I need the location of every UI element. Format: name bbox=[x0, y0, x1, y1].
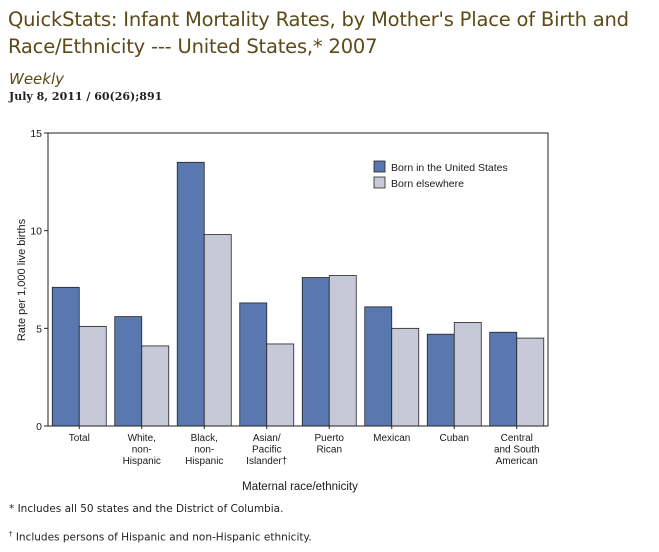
bar-born-us bbox=[176, 161, 205, 427]
bar-born-us bbox=[114, 316, 143, 427]
bar-born-us bbox=[489, 331, 518, 427]
legend-label-born-us: Born in the United States bbox=[391, 162, 508, 174]
footnote-ethnicity-text: Includes persons of Hispanic and non-His… bbox=[12, 531, 312, 544]
bar-born-elsewhere bbox=[516, 337, 545, 427]
bar-born-elsewhere bbox=[203, 234, 232, 427]
legend: Born in the United States Born elsewhere bbox=[373, 160, 508, 190]
legend-swatch-born-elsewhere bbox=[373, 176, 386, 189]
publication-name: Weekly bbox=[9, 70, 65, 88]
citation: July 8, 2011 / 60(26);891 bbox=[9, 90, 163, 103]
bar-born-elsewhere bbox=[391, 327, 420, 427]
y-tick-label: 10 bbox=[30, 226, 42, 238]
x-tick-label: Puerto Rican bbox=[315, 433, 345, 456]
bar-born-elsewhere bbox=[78, 325, 107, 427]
x-axis-label: Maternal race/ethnicity bbox=[242, 481, 358, 493]
x-tick-label: Cuban bbox=[440, 433, 469, 444]
bar-born-us bbox=[239, 302, 268, 427]
y-tick-label: 5 bbox=[36, 323, 42, 335]
bar-born-us bbox=[364, 306, 393, 427]
chart-axes bbox=[44, 132, 549, 429]
bar-born-us bbox=[301, 277, 330, 427]
footnote-ethnicity: † Includes persons of Hispanic and non-H… bbox=[9, 530, 312, 544]
legend-label-born-elsewhere: Born elsewhere bbox=[391, 178, 464, 190]
bar-born-us bbox=[426, 333, 455, 427]
dagger-mark: † bbox=[9, 530, 13, 538]
y-tick-label: 15 bbox=[30, 128, 42, 140]
y-tick-labels: 0 5 10 15 bbox=[30, 128, 42, 433]
bar-born-elsewhere bbox=[453, 322, 482, 427]
bar-born-elsewhere bbox=[266, 343, 295, 427]
page-title: QuickStats: Infant Mortality Rates, by M… bbox=[8, 8, 629, 58]
bar-born-elsewhere bbox=[328, 275, 357, 427]
bar-born-us bbox=[51, 286, 80, 427]
bar-born-elsewhere bbox=[141, 345, 170, 427]
chart-bars bbox=[51, 161, 545, 427]
x-tick-labels: Total White, non-Hispanic Black, non-Hispani… bbox=[69, 433, 540, 467]
x-tick-label: Central and South American bbox=[494, 433, 540, 467]
plot-frame bbox=[47, 132, 549, 427]
y-axis-label: Rate per 1,000 live births bbox=[16, 218, 28, 341]
x-tick-label: White, non-Hispanic bbox=[123, 433, 161, 467]
x-tick-label: Asian/Pacific Islander† bbox=[246, 433, 287, 467]
footnote-states: * Includes all 50 states and the Distric… bbox=[9, 503, 284, 515]
x-tick-label: Mexican bbox=[373, 433, 410, 444]
x-tick-label: Black, non-Hispanic bbox=[185, 433, 223, 467]
x-tick-label: Total bbox=[69, 433, 90, 444]
y-tick-label: 0 bbox=[36, 421, 42, 433]
legend-swatch-born-us bbox=[373, 160, 386, 173]
